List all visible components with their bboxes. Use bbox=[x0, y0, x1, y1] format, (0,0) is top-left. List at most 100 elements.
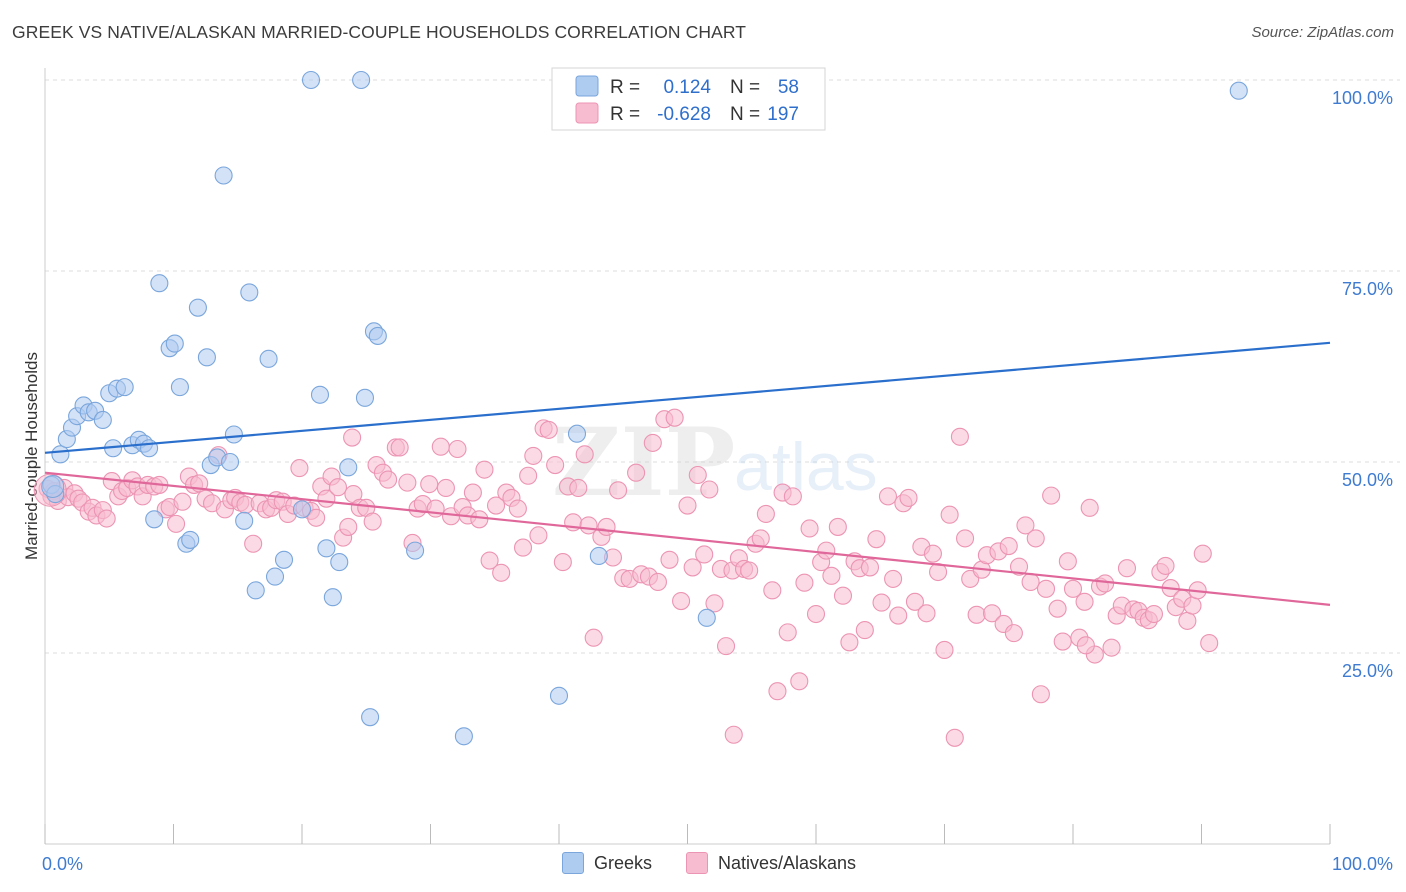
chart-title: GREEK VS NATIVE/ALASKAN MARRIED-COUPLE H… bbox=[12, 22, 747, 42]
greek-point-16 bbox=[140, 439, 159, 458]
native-point-154 bbox=[889, 606, 908, 625]
greek-point-33 bbox=[246, 581, 265, 600]
legend-label-greeks: Greeks bbox=[594, 852, 653, 873]
native-point-166 bbox=[956, 529, 975, 548]
native-point-78 bbox=[463, 483, 482, 502]
native-point-201 bbox=[1144, 604, 1164, 624]
legend-greek-n-value: 58 bbox=[778, 77, 799, 98]
source-label: Source: ZipAtlas.com bbox=[1251, 24, 1394, 41]
native-point-141 bbox=[817, 541, 836, 560]
native-point-175 bbox=[1004, 624, 1023, 643]
native-point-66 bbox=[398, 473, 417, 492]
native-point-178 bbox=[1021, 572, 1040, 591]
greek-point-25 bbox=[197, 348, 216, 367]
native-point-119 bbox=[695, 545, 714, 564]
legend-native-n-value: 197 bbox=[767, 104, 799, 125]
native-point-107 bbox=[627, 463, 646, 482]
greek-point-28 bbox=[214, 166, 233, 185]
native-point-150 bbox=[867, 530, 886, 549]
greek-point-20 bbox=[165, 334, 184, 353]
native-point-142 bbox=[822, 566, 841, 585]
native-point-100 bbox=[584, 628, 603, 647]
native-point-179 bbox=[1026, 529, 1045, 548]
native-point-212 bbox=[343, 428, 362, 447]
native-point-115 bbox=[672, 591, 691, 611]
native-point-196 bbox=[1117, 559, 1137, 578]
legend-greek-n-label: N = bbox=[730, 77, 760, 98]
greek-point-35 bbox=[265, 567, 285, 586]
greek-point-21 bbox=[170, 378, 189, 397]
native-point-203 bbox=[1156, 556, 1175, 575]
greek-point-48 bbox=[368, 326, 387, 345]
greek-point-31 bbox=[235, 511, 254, 530]
native-point-94 bbox=[553, 553, 572, 572]
native-point-134 bbox=[778, 623, 797, 642]
greek-point-38 bbox=[301, 70, 321, 90]
legend-top: R = 0.124 N = 58 R = -0.628 N = 197 bbox=[551, 67, 826, 131]
native-point-180 bbox=[1031, 685, 1050, 704]
native-point-211 bbox=[1200, 634, 1219, 653]
legend-greek-swatch bbox=[575, 75, 599, 97]
native-point-135 bbox=[783, 487, 802, 506]
y-tick-label-2: 75.0% bbox=[1342, 279, 1393, 299]
greek-point-56 bbox=[1229, 81, 1248, 100]
legend-item-natives[interactable]: Natives/Alaskans bbox=[686, 852, 856, 874]
native-point-123 bbox=[716, 637, 736, 656]
native-point-148 bbox=[855, 621, 874, 640]
native-point-181 bbox=[1036, 579, 1056, 598]
native-point-127 bbox=[740, 561, 759, 580]
native-point-118 bbox=[688, 465, 707, 485]
legend-native-swatch bbox=[575, 102, 599, 124]
native-point-60 bbox=[363, 512, 382, 531]
native-trend-line bbox=[44, 471, 1331, 606]
native-point-143 bbox=[828, 517, 847, 536]
greek-point-50 bbox=[454, 727, 473, 746]
greek-point-32 bbox=[240, 283, 259, 302]
native-point-186 bbox=[1063, 579, 1083, 598]
greek-point-11 bbox=[115, 378, 134, 397]
native-point-93 bbox=[546, 456, 565, 475]
native-point-177 bbox=[1016, 516, 1035, 535]
native-point-188 bbox=[1075, 592, 1094, 611]
native-point-121 bbox=[705, 594, 724, 613]
native-point-63 bbox=[379, 470, 398, 489]
greek-point-53 bbox=[589, 546, 608, 566]
greek-point-44 bbox=[352, 70, 371, 90]
native-point-162 bbox=[935, 640, 954, 659]
native-point-83 bbox=[492, 563, 511, 582]
native-point-54 bbox=[328, 478, 348, 497]
native-point-182 bbox=[1042, 486, 1061, 505]
legend-swatch-greeks bbox=[562, 852, 584, 874]
native-point-87 bbox=[513, 538, 533, 557]
native-point-160 bbox=[923, 544, 942, 563]
greek-point-54 bbox=[697, 608, 716, 627]
native-point-86 bbox=[508, 499, 527, 518]
native-point-129 bbox=[751, 529, 770, 548]
native-point-72 bbox=[431, 437, 450, 456]
legend-native-r-label: R = bbox=[610, 104, 640, 125]
legend-item-greeks[interactable]: Greeks bbox=[562, 852, 652, 874]
greek-point-24 bbox=[188, 298, 207, 317]
native-point-156 bbox=[899, 488, 918, 507]
greek-point-42 bbox=[330, 553, 349, 572]
legend-native-r-value: -0.628 bbox=[657, 104, 711, 125]
greek-point-45 bbox=[355, 388, 375, 407]
greek-point-18 bbox=[150, 274, 169, 293]
legend-label-natives: Natives/Alaskans bbox=[718, 852, 857, 873]
native-point-104 bbox=[609, 481, 628, 500]
legend-greek-r-label: R = bbox=[610, 77, 640, 98]
native-point-151 bbox=[872, 593, 891, 612]
greek-point-51 bbox=[549, 686, 569, 705]
native-point-213 bbox=[724, 725, 743, 744]
legend-native-n-label: N = bbox=[730, 104, 760, 125]
watermark: ZIP atlas bbox=[552, 408, 878, 518]
native-point-65 bbox=[390, 438, 409, 457]
native-point-88 bbox=[519, 466, 538, 485]
native-point-193 bbox=[1102, 638, 1121, 657]
trend-lines bbox=[44, 341, 1331, 606]
native-point-27 bbox=[173, 492, 192, 511]
native-point-90 bbox=[529, 526, 548, 545]
x-tick-label-0: 0.0% bbox=[42, 854, 83, 874]
greek-point-46 bbox=[361, 708, 380, 727]
native-point-137 bbox=[795, 573, 814, 592]
